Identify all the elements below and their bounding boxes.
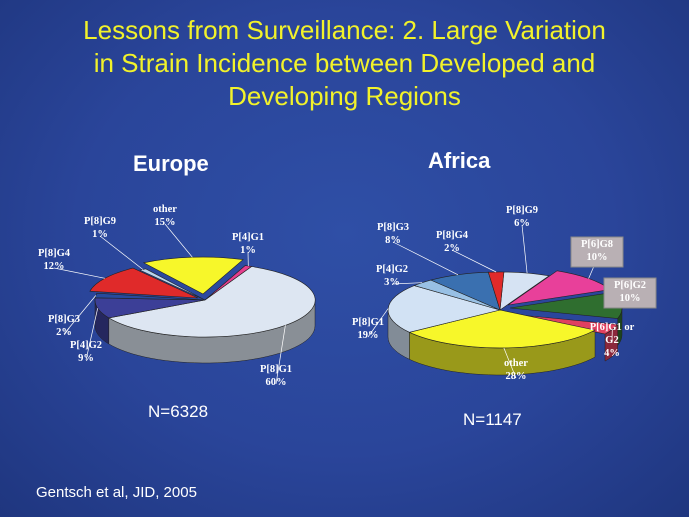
- leader-line: [367, 308, 389, 338]
- slice-percent-label: 2%: [444, 243, 460, 254]
- leader-line: [164, 223, 193, 258]
- slice-name-label: P[8]G9: [84, 216, 116, 227]
- label-box: [570, 236, 624, 268]
- slide-title: Lessons from Surveillance: 2. Large Vari…: [0, 14, 689, 113]
- slice-name-label: P[6]G8: [581, 239, 613, 250]
- slice-percent-label: 12%: [44, 261, 65, 272]
- slice-name-label: P[8]G3: [377, 222, 409, 233]
- pie-slice-p-8-g1: [387, 285, 502, 333]
- slice-percent-label: 15%: [155, 217, 176, 228]
- pie-africa: P[8]G9 6% P[6]G8 10% P[6]G2 10% P[6]G1 or G2 4% o…: [352, 205, 657, 382]
- slice-name-label: P[8]G1: [260, 364, 292, 375]
- label-box: [603, 277, 657, 309]
- slice-name-label: P[8]G9: [506, 205, 538, 216]
- slice-percent-label: 1%: [92, 229, 108, 240]
- slice-percent-label: 3%: [384, 277, 400, 288]
- slice-percent-label: 28%: [506, 371, 527, 382]
- leader-line: [63, 295, 97, 335]
- leader-line: [85, 308, 99, 361]
- pie-europe: P[8]G1 60% P[4]G2 9% P[8]G3 2% P[8]G4 12% P[8]G9…: [38, 204, 316, 388]
- slice-percent-label: 2%: [56, 327, 72, 338]
- leader-line: [392, 241, 459, 276]
- slice-percent-label: 10%: [587, 252, 608, 263]
- slice-name-label: G2: [605, 335, 618, 346]
- slice-percent-label: 6%: [514, 218, 530, 229]
- slice-percent-label: 8%: [385, 235, 401, 246]
- slice-name-label: other: [153, 204, 177, 215]
- slice-name-label: P[4]G1: [232, 232, 264, 243]
- europe-n-label: N=6328: [148, 402, 209, 421]
- slice-name-label: P[4]G2: [376, 264, 408, 275]
- pie-slice-p-8-g3: [94, 292, 206, 301]
- leader-line: [53, 267, 105, 279]
- leader-line: [503, 347, 517, 379]
- slice-percent-label: 9%: [78, 353, 94, 364]
- slice-name-label: P[4]G2: [70, 340, 102, 351]
- europe-chart-title: Europe: [133, 151, 209, 176]
- slice-name-label: P[8]G1: [352, 317, 384, 328]
- africa-n-label: N=1147: [463, 410, 522, 429]
- slice-percent-label: 19%: [358, 330, 379, 341]
- pie-slice-other: [408, 309, 596, 349]
- title-line-1: Lessons from Surveillance: 2. Large Vari…: [83, 15, 606, 45]
- leader-line: [275, 325, 286, 385]
- slice-percent-label: 1%: [240, 245, 256, 256]
- leader-line: [99, 235, 144, 270]
- slice-name-label: P[6]G2: [614, 280, 646, 291]
- slice-name-label: P[8]G3: [48, 314, 80, 325]
- slice-name-label: P[8]G4: [436, 230, 469, 241]
- slice-percent-label: 60%: [266, 377, 287, 388]
- leader-line: [391, 282, 423, 285]
- leader-line: [521, 224, 528, 274]
- citation: Gentsch et al, JID, 2005: [36, 484, 197, 501]
- slice-percent-label: 10%: [620, 293, 641, 304]
- leader-line: [451, 249, 497, 273]
- title-line-2: in Strain Incidence between Developed an…: [93, 48, 596, 78]
- africa-chart-title: Africa: [428, 148, 491, 173]
- slice-name-label: P[8]G4: [38, 248, 71, 259]
- title-line-3: Developing Regions: [228, 81, 461, 111]
- slice-percent-label: 4%: [604, 348, 620, 359]
- slice-name-label: other: [504, 358, 528, 369]
- pie-slice-p-4-g1: [204, 265, 253, 301]
- slice-name-label: P[6]G1 or: [590, 322, 635, 333]
